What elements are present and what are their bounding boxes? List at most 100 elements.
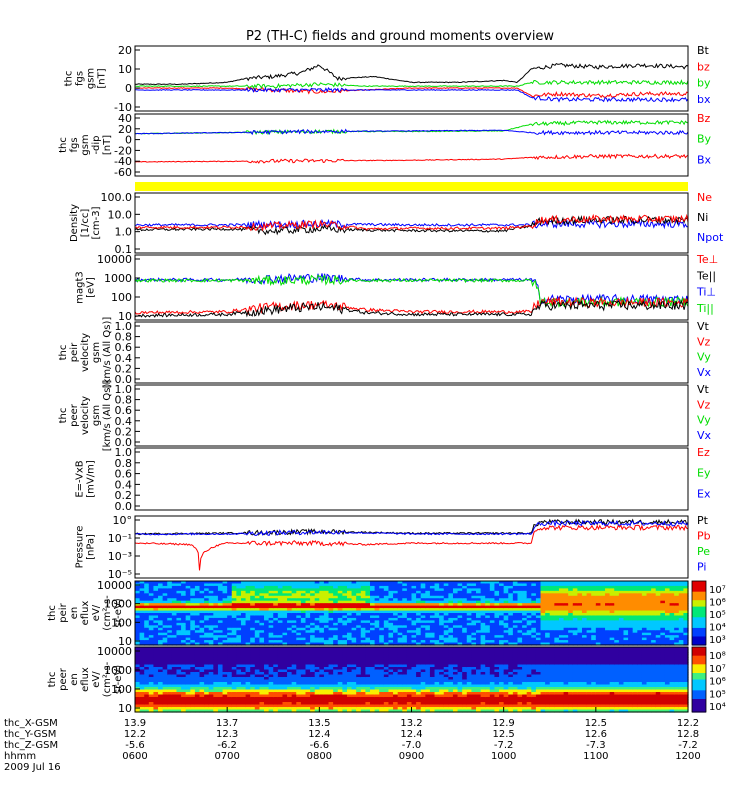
spectrogram-cell: [227, 590, 233, 594]
spectrogram-cell: [217, 677, 224, 681]
spectrogram-cell: [641, 613, 648, 617]
spectrogram-cell: [250, 622, 256, 626]
spectrogram-cell: [264, 657, 270, 661]
spectrogram-cell: [439, 627, 445, 631]
spectrogram-cell: [199, 684, 205, 688]
spectrogram-cell: [674, 610, 680, 614]
spectrogram-cell: [586, 593, 592, 597]
spectrogram-cell: [250, 581, 256, 585]
legend-peer_velocity-item: Vx: [697, 429, 712, 442]
spectrogram-cell: [637, 625, 643, 629]
spectrogram-cell: [420, 679, 426, 683]
spectrogram-cell: [328, 593, 334, 597]
spectrogram-cell: [365, 654, 371, 658]
spectrogram-cell: [162, 689, 168, 693]
spectrogram-cell: [194, 667, 201, 671]
spectrogram-cell: [158, 637, 164, 641]
spectrogram-cell: [379, 647, 385, 651]
spectrogram-cell: [568, 613, 574, 617]
spectrogram-cell: [245, 664, 251, 668]
spectrogram-cell: [190, 679, 196, 683]
spectrogram-cell: [406, 647, 413, 651]
spectrogram-cell: [605, 595, 611, 599]
spectrogram-cell: [282, 610, 288, 614]
spectrogram-cell: [162, 669, 168, 673]
spectrogram-cell: [600, 583, 606, 587]
spectrogram-cell: [314, 709, 320, 713]
spectrogram-cell: [540, 632, 546, 636]
spectrogram-cell: [190, 672, 196, 676]
spectrogram-cell: [614, 613, 620, 617]
spectrogram-cell: [190, 622, 196, 626]
spectrogram-cell: [144, 625, 150, 629]
spectrogram-cell: [342, 709, 348, 713]
spectrogram-cell: [319, 697, 325, 701]
spectrogram-cell: [171, 642, 178, 646]
spectrogram-cell: [319, 652, 325, 656]
spectrogram-cell: [356, 679, 362, 683]
spectrogram-cell: [618, 630, 625, 634]
spectrogram-cell: [250, 640, 256, 644]
spectrogram-cell: [499, 637, 505, 641]
spectrogram-cell: [240, 647, 247, 651]
spectrogram-cell: [222, 608, 228, 612]
spectrogram-cell: [577, 585, 583, 589]
spectrogram-cell: [651, 590, 657, 594]
spectrogram-cell: [250, 647, 256, 651]
colorbar-cell: [692, 598, 706, 601]
spectrogram-cell: [420, 625, 426, 629]
spectrogram-cell: [158, 635, 164, 639]
spectrogram-cell: [162, 630, 168, 634]
spectrogram-cell: [342, 684, 348, 688]
spectrogram-cell: [254, 600, 261, 604]
spectrogram-cell: [660, 640, 666, 644]
spectrogram-cell: [411, 654, 417, 658]
spectrogram-cell: [204, 622, 210, 626]
spectrogram-cell: [268, 617, 274, 621]
spectrogram-cell: [674, 620, 680, 624]
spectrogram-cell: [379, 652, 385, 656]
spectrogram-cell: [167, 622, 173, 626]
spectrogram-cell: [646, 590, 652, 594]
spectrogram-cell: [273, 654, 279, 658]
spectrogram-cell: [346, 642, 353, 646]
spectrogram-cell: [540, 615, 546, 619]
spectrogram-cell: [208, 642, 214, 646]
spectrogram-cell: [310, 667, 316, 671]
spectrogram-cell: [323, 642, 330, 646]
spectrogram-cell: [568, 605, 574, 609]
spectrogram-cell: [176, 620, 182, 624]
spectrogram-cell: [310, 632, 316, 636]
spectrogram-cell: [264, 632, 270, 636]
spectrogram-cell: [623, 605, 629, 609]
spectrogram-cell: [402, 684, 408, 688]
spectrogram-cell: [554, 598, 560, 602]
spectrogram-cell: [664, 640, 671, 644]
spectrogram-cell: [135, 637, 141, 641]
spectrogram-cell: [572, 620, 578, 624]
spectrogram-cell: [434, 590, 440, 594]
spectrogram-cell: [158, 662, 164, 666]
spectrogram-cell: [236, 684, 242, 688]
spectrogram-cell: [310, 613, 316, 617]
spectrogram-cell: [420, 637, 426, 641]
spectrogram-cell: [296, 637, 302, 641]
spectrogram-cell: [162, 694, 168, 698]
spectrogram-cell: [181, 684, 187, 688]
spectrogram-cell: [337, 679, 343, 683]
spectrogram-cell: [300, 617, 307, 621]
spectrogram-cell: [411, 682, 417, 686]
spectrogram-cell: [240, 687, 247, 691]
spectrogram-cell: [162, 677, 168, 681]
spectrogram-cell: [185, 593, 191, 597]
spectrogram-cell: [540, 605, 546, 609]
spectrogram-cell: [282, 707, 288, 711]
spectrogram-cell: [273, 667, 279, 671]
spectrogram-cell: [310, 697, 316, 701]
spectrogram-cell: [236, 652, 242, 656]
spectrogram-cell: [139, 590, 145, 594]
spectrogram-cell: [655, 581, 661, 585]
spectrogram-cell: [273, 652, 279, 656]
